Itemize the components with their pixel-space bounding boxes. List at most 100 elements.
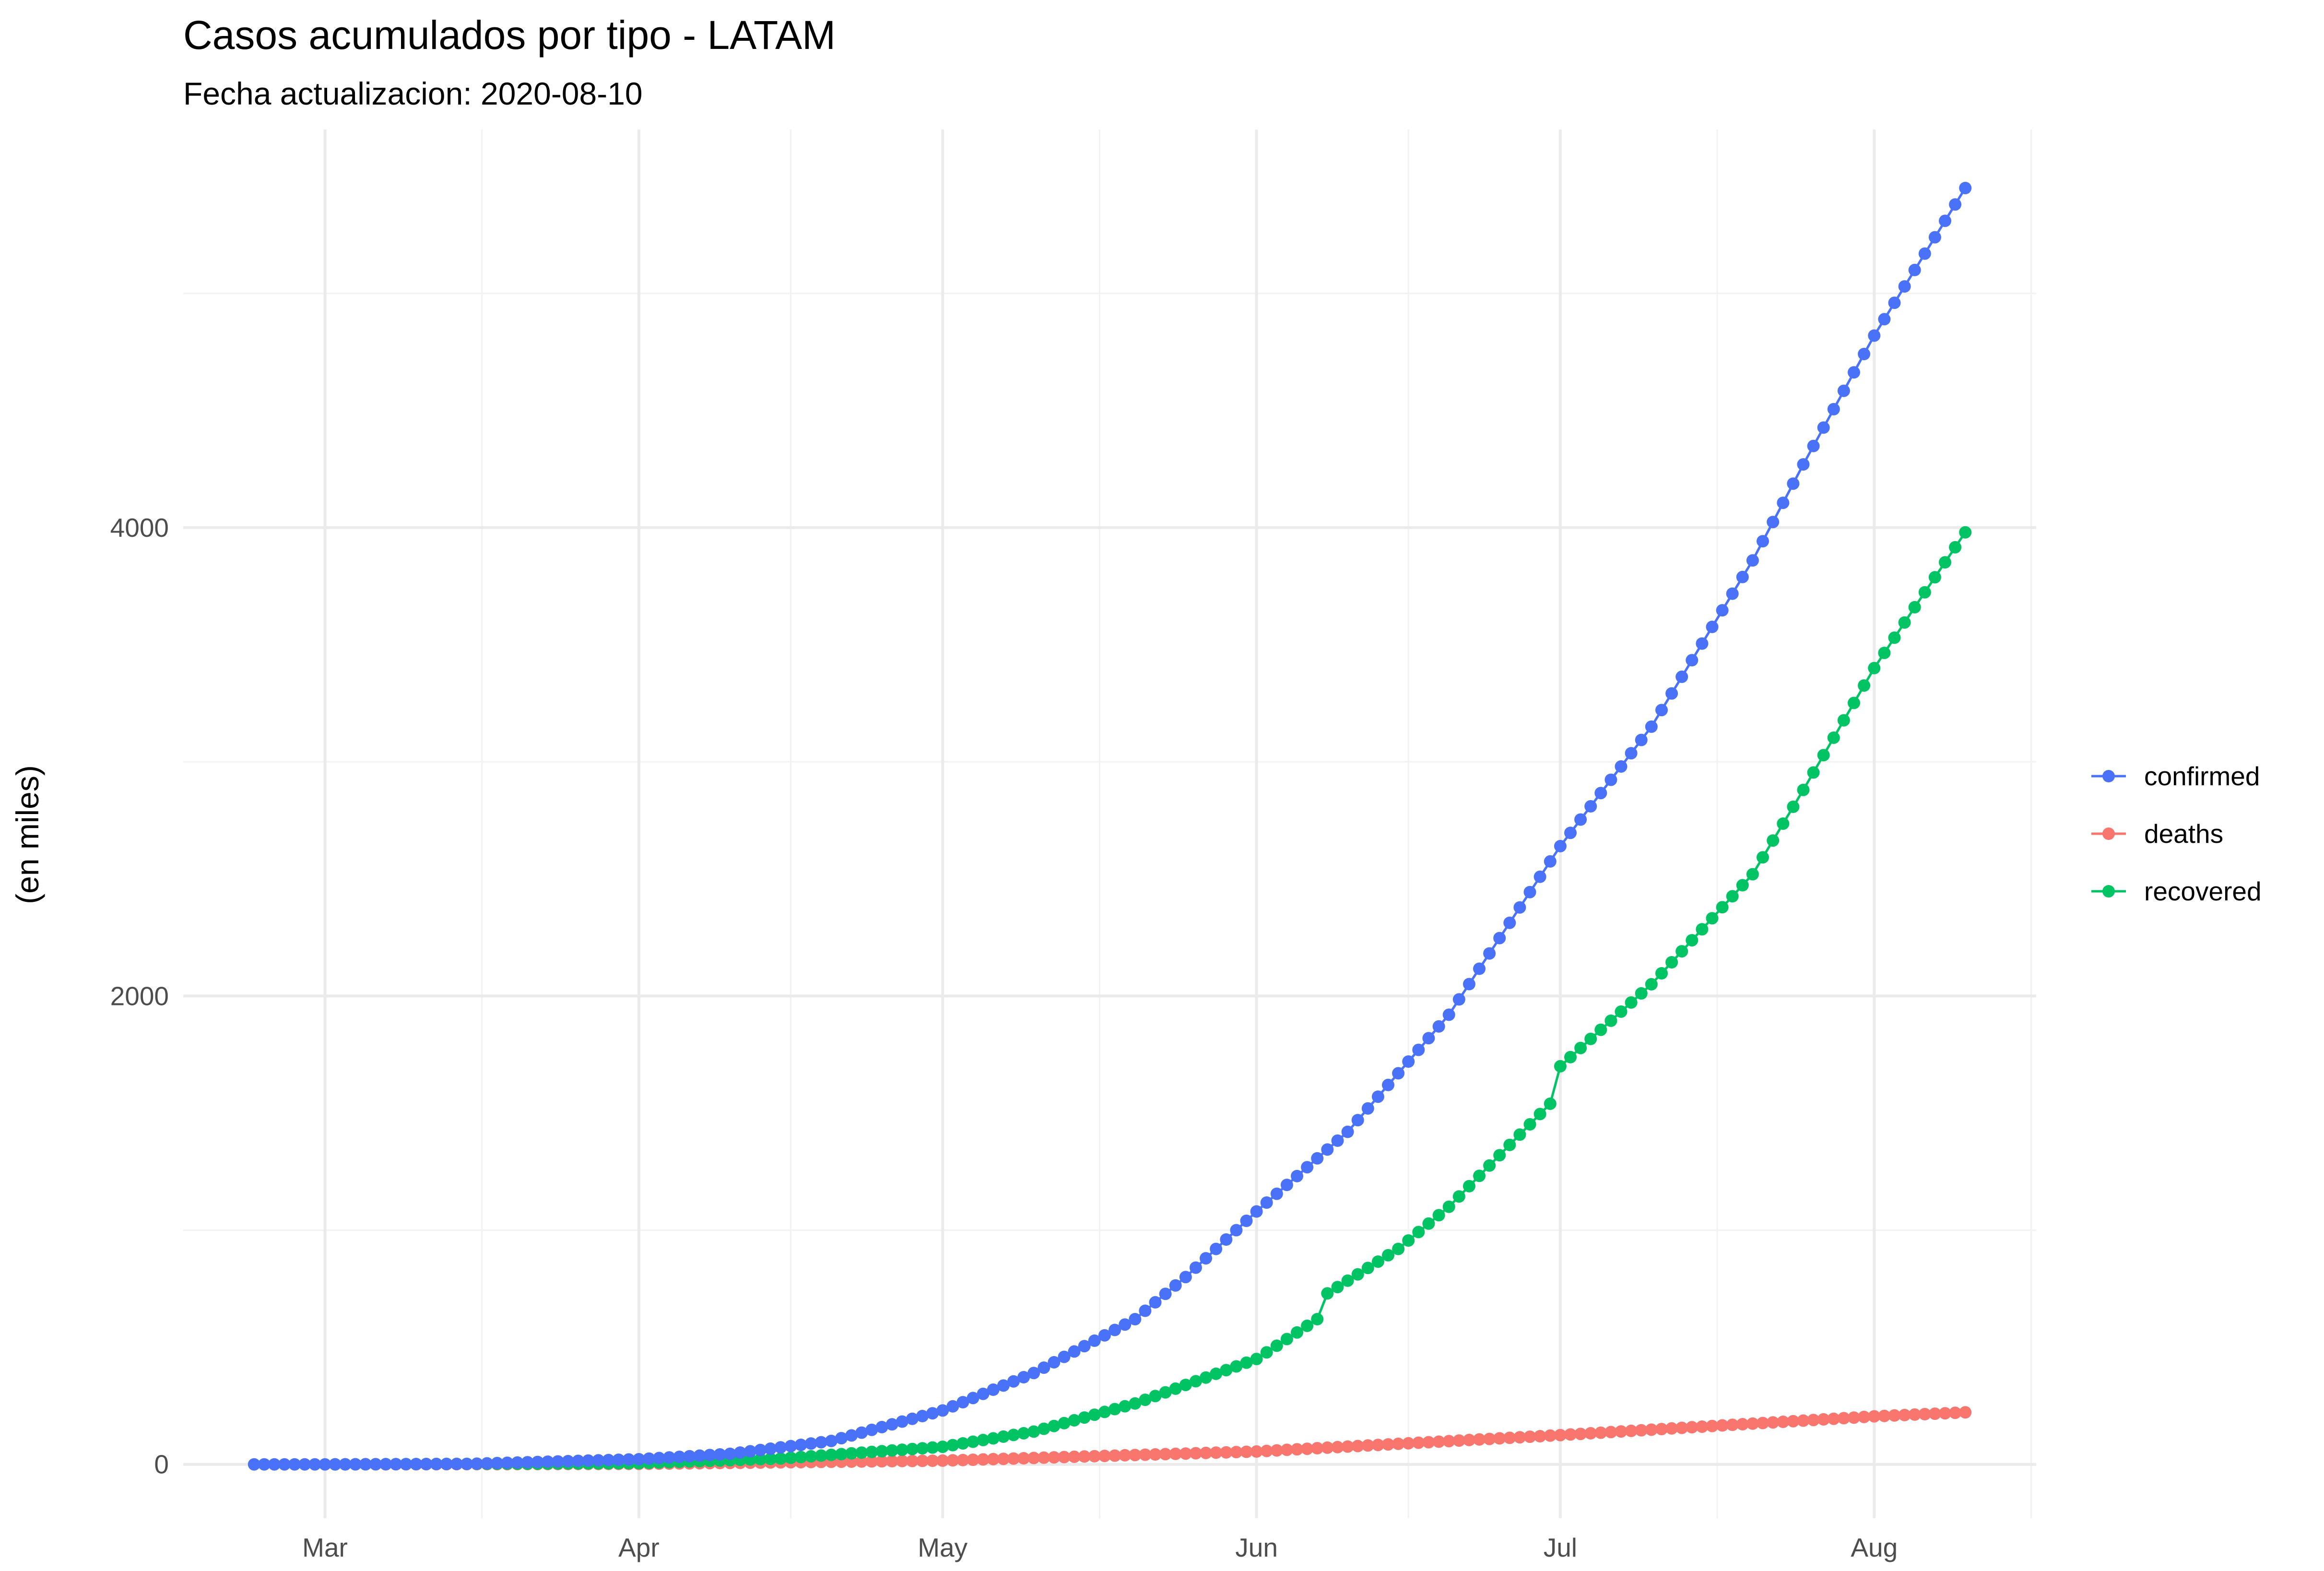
data-point-confirmed <box>1109 1323 1121 1336</box>
data-point-confirmed <box>1716 604 1729 617</box>
data-point-recovered <box>1939 556 1951 569</box>
data-point-confirmed <box>379 1458 392 1471</box>
data-point-deaths <box>1554 1429 1567 1441</box>
data-point-confirmed <box>734 1446 746 1459</box>
y-axis-ticks: 0 2000 4000 <box>110 513 169 1479</box>
data-point-deaths <box>1534 1430 1546 1442</box>
x-tick-label: Aug <box>1851 1533 1898 1562</box>
data-point-deaths <box>885 1455 898 1467</box>
data-point-deaths <box>1442 1435 1455 1448</box>
legend-item-recovered: recovered <box>2091 876 2262 906</box>
data-point-confirmed <box>582 1454 595 1467</box>
data-point-deaths <box>1675 1421 1688 1434</box>
data-point-recovered <box>1928 571 1941 584</box>
data-point-confirmed <box>1706 620 1719 633</box>
data-point-deaths <box>1260 1444 1273 1457</box>
data-point-confirmed <box>784 1440 797 1453</box>
data-point-recovered <box>896 1443 908 1456</box>
data-point-deaths <box>946 1454 959 1467</box>
data-point-confirmed <box>501 1456 514 1469</box>
data-point-confirmed <box>683 1450 696 1463</box>
data-point-confirmed <box>1625 747 1638 760</box>
data-point-confirmed <box>1017 1371 1030 1383</box>
data-point-deaths <box>1665 1422 1678 1435</box>
data-point-recovered <box>1189 1375 1202 1388</box>
data-point-deaths <box>1321 1441 1334 1454</box>
data-point-deaths <box>1959 1406 1972 1419</box>
data-point-confirmed <box>1655 704 1668 717</box>
data-point-confirmed <box>1604 773 1617 786</box>
data-point-confirmed <box>410 1458 423 1471</box>
data-point-confirmed <box>673 1451 686 1463</box>
data-point-recovered <box>1371 1255 1384 1268</box>
data-point-recovered <box>1665 956 1678 969</box>
legend-label: confirmed <box>2144 761 2260 791</box>
data-point-confirmed <box>804 1437 817 1450</box>
legend-item-confirmed: confirmed <box>2091 761 2260 791</box>
data-point-confirmed <box>1442 1008 1455 1021</box>
data-point-recovered <box>977 1434 990 1446</box>
data-point-recovered <box>1088 1408 1101 1421</box>
gridlines <box>183 130 2036 1518</box>
data-point-recovered <box>1412 1226 1425 1239</box>
data-point-confirmed <box>1928 231 1941 244</box>
legend-key-point <box>2102 770 2115 782</box>
data-point-confirmed <box>420 1458 433 1470</box>
chart-subtitle: Fecha actualizacion: 2020-08-10 <box>183 76 643 111</box>
data-point-confirmed <box>1503 916 1516 929</box>
data-point-confirmed <box>1746 554 1759 567</box>
data-point-deaths <box>906 1454 919 1467</box>
data-point-deaths <box>1645 1423 1658 1436</box>
data-point-recovered <box>926 1441 939 1454</box>
data-point-recovered <box>1463 1180 1475 1193</box>
data-point-deaths <box>1088 1450 1101 1463</box>
data-point-deaths <box>936 1454 949 1467</box>
legend: confirmed deaths recovered <box>2091 761 2262 906</box>
data-point-deaths <box>1189 1447 1202 1460</box>
data-point-deaths <box>1058 1451 1071 1464</box>
data-point-deaths <box>1129 1449 1142 1462</box>
data-point-deaths <box>1463 1433 1475 1446</box>
data-point-recovered <box>1311 1313 1324 1325</box>
data-point-recovered <box>1361 1262 1374 1275</box>
data-point-confirmed <box>450 1457 463 1470</box>
data-point-recovered <box>1898 616 1911 629</box>
data-point-deaths <box>1797 1414 1810 1427</box>
data-point-deaths <box>1382 1438 1394 1451</box>
data-point-recovered <box>1625 996 1638 1009</box>
data-point-confirmed <box>572 1454 585 1467</box>
data-point-deaths <box>1301 1442 1314 1455</box>
data-point-confirmed <box>1311 1152 1324 1165</box>
data-point-recovered <box>1068 1414 1081 1427</box>
data-point-recovered <box>1109 1403 1121 1416</box>
data-point-recovered <box>1179 1379 1192 1392</box>
data-point-deaths <box>1017 1452 1030 1465</box>
data-point-recovered <box>845 1447 858 1460</box>
data-point-deaths <box>1159 1448 1172 1461</box>
data-point-confirmed <box>1665 687 1678 700</box>
data-point-confirmed <box>946 1400 959 1413</box>
data-point-confirmed <box>359 1458 372 1471</box>
legend-item-deaths: deaths <box>2091 819 2223 849</box>
data-point-confirmed <box>764 1442 777 1455</box>
data-point-deaths <box>1098 1450 1111 1463</box>
data-point-confirmed <box>258 1458 271 1471</box>
data-point-confirmed <box>369 1458 382 1471</box>
data-point-confirmed <box>1918 247 1931 260</box>
data-point-deaths <box>977 1453 990 1466</box>
data-point-confirmed <box>612 1453 625 1466</box>
data-point-confirmed <box>896 1415 908 1428</box>
data-point-confirmed <box>1827 403 1840 415</box>
data-point-deaths <box>1817 1413 1830 1426</box>
data-point-recovered <box>1807 766 1820 779</box>
data-point-recovered <box>794 1451 807 1464</box>
data-point-confirmed <box>400 1458 413 1471</box>
data-point-deaths <box>1270 1444 1283 1457</box>
data-point-recovered <box>1007 1429 1020 1441</box>
data-point-confirmed <box>1392 1067 1405 1080</box>
data-point-recovered <box>875 1445 888 1458</box>
data-point-confirmed <box>1402 1055 1415 1068</box>
data-point-confirmed <box>1179 1271 1192 1284</box>
data-point-deaths <box>1078 1450 1091 1463</box>
data-point-recovered <box>1129 1397 1142 1410</box>
